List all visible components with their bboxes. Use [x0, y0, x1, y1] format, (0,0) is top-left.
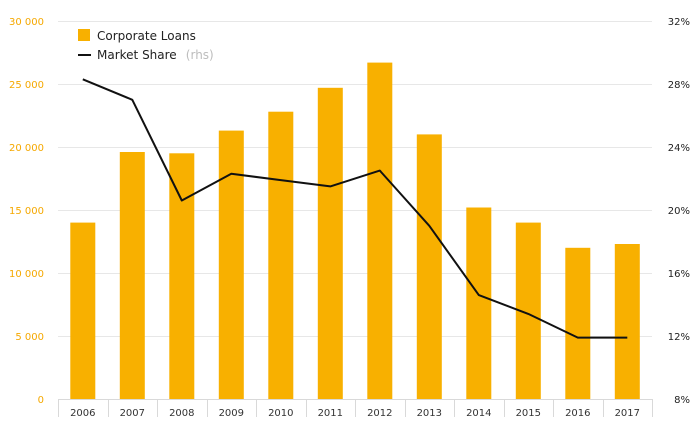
market-share-line: [82, 78, 628, 339]
legend-label-corporate-loans: Corporate Loans: [97, 29, 196, 43]
x-tick-label-2008: 2008: [169, 408, 194, 419]
x-tick-label-2011: 2011: [318, 408, 343, 419]
axes: 0 5 000 10 000 15 000 20 000 25 000 30 000 8% 12…: [9, 17, 690, 419]
y-right-tick-label: 16%: [668, 269, 690, 280]
legend: Corporate Loans Market Share (rhs): [78, 29, 214, 63]
y-right-tick-label: 20%: [668, 206, 690, 217]
y-left-tick-label: 30 000: [9, 17, 44, 28]
legend-market-share-note: (rhs): [186, 48, 214, 62]
x-tick-label-2010: 2010: [268, 408, 293, 419]
y-left-tick-label: 20 000: [9, 143, 44, 154]
y-right-tick-label: 24%: [668, 143, 690, 154]
x-tick-label-2016: 2016: [565, 408, 590, 419]
y-left-tick-label: 15 000: [9, 206, 44, 217]
bar-2011: [317, 87, 343, 400]
y-left-tick-label: 0: [38, 395, 44, 406]
bar-2010: [268, 111, 294, 399]
bars: [70, 62, 640, 400]
bar-2013: [416, 134, 442, 399]
bar-2009: [218, 130, 244, 399]
x-tick-label-2009: 2009: [219, 408, 244, 419]
x-tick-label-2014: 2014: [466, 408, 491, 419]
y-left-tick-label: 10 000: [9, 269, 44, 280]
bar-2007: [119, 152, 145, 399]
x-tick-label-2006: 2006: [70, 408, 95, 419]
y-right-tick-label: 12%: [668, 332, 690, 343]
x-tick-label-2007: 2007: [120, 408, 145, 419]
y-left-tick-label: 5 000: [15, 332, 44, 343]
bar-2016: [565, 247, 591, 399]
y-right-tick-label: 32%: [668, 17, 690, 28]
bar-2008: [169, 153, 195, 399]
y-left-tick-label: 25 000: [9, 80, 44, 91]
x-tick-label-2017: 2017: [615, 408, 640, 419]
x-tick-label-2013: 2013: [417, 408, 442, 419]
x-tick-label-2012: 2012: [367, 408, 392, 419]
x-tick-label-2015: 2015: [516, 408, 541, 419]
legend-label-market-share: Market Share (rhs): [97, 44, 214, 63]
y-right-tick-label: 28%: [668, 80, 690, 91]
bar-2017: [614, 244, 640, 399]
bar-2014: [466, 207, 492, 399]
line-series: [82, 78, 628, 339]
bar-2012: [367, 62, 393, 399]
gridlines: [58, 21, 652, 337]
legend-market-share-name: Market Share: [97, 48, 177, 62]
y-right-tick-label: 8%: [674, 395, 690, 406]
legend-swatch-corporate-loans: [78, 29, 90, 41]
bar-2006: [70, 222, 96, 399]
